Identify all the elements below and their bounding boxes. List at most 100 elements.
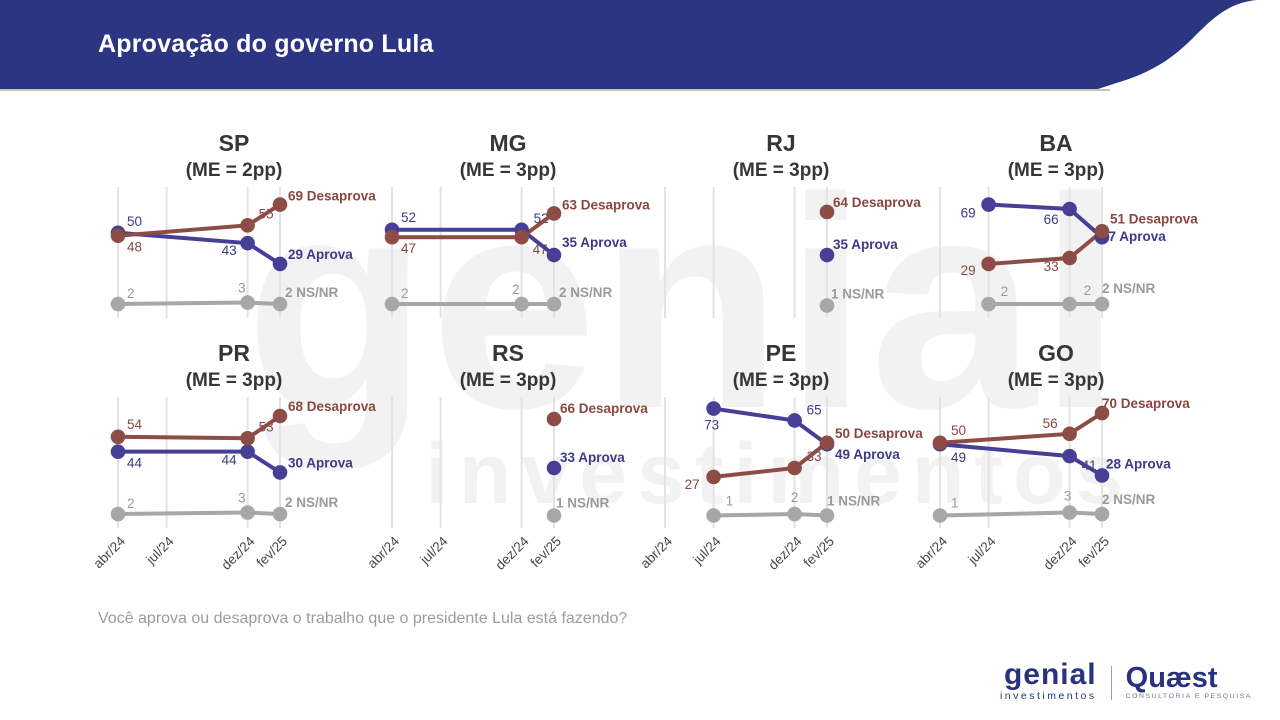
data-point <box>1062 426 1077 442</box>
data-point <box>706 401 721 416</box>
chart-me-label: (ME = 3pp) <box>460 160 557 181</box>
genial-logo-subtitle: investimentos <box>999 690 1097 702</box>
data-point <box>546 411 562 427</box>
data-point <box>1094 223 1110 239</box>
value-label: 1 NS/NR <box>556 496 610 511</box>
series-line-desaprova <box>392 211 556 240</box>
data-point <box>110 228 126 244</box>
logo-divider <box>1110 665 1112 700</box>
data-point <box>514 229 529 245</box>
header-band: Aprovação do governo Lula <box>0 0 1280 100</box>
value-label: 29 Aprova <box>288 247 353 262</box>
chart-me-label: (ME = 2pp) <box>186 160 283 181</box>
series-line-desaprova <box>117 202 282 238</box>
x-tick-label: dez/24 <box>765 533 805 573</box>
series-line-nsnr <box>713 512 828 518</box>
chart-me-label: (ME = 3pp) <box>460 370 557 391</box>
data-point <box>546 206 562 221</box>
value-label: 33 <box>807 449 822 464</box>
value-label: 47 Aprova <box>1101 229 1166 244</box>
value-label: 3 <box>238 491 246 506</box>
chart-PE: PE (ME = 3pp) abr/24 jul/24 dez/24 fev/25 1 2 1 … <box>625 330 925 610</box>
value-label: 49 Aprova <box>835 447 900 462</box>
data-point <box>1094 468 1110 483</box>
chart-SP: SP (ME = 2pp) 2 3 2 NS/NR 50 43 29 Aprova 48 55 69… <box>78 120 378 340</box>
x-tick-label: jul/24 <box>143 533 177 567</box>
x-tick-label: fev/25 <box>254 534 291 571</box>
data-point <box>787 506 802 522</box>
x-tick-label: fev/25 <box>801 534 838 571</box>
data-point <box>981 296 996 312</box>
data-point <box>819 298 835 313</box>
data-point <box>240 430 255 446</box>
x-tick-label: abr/24 <box>912 533 950 571</box>
x-tick-label: abr/24 <box>364 533 402 571</box>
value-label: 2 <box>127 286 135 301</box>
value-label: 2 <box>512 282 520 297</box>
data-point <box>110 444 126 459</box>
chart-me-label: (ME = 3pp) <box>1008 160 1105 181</box>
header-wave-shape <box>0 0 1256 91</box>
value-label: 68 Desaprova <box>288 399 376 414</box>
data-point <box>110 506 126 522</box>
data-point <box>546 247 562 263</box>
value-label: 2 <box>1084 283 1092 298</box>
chart-MG: MG (ME = 3pp) 2 2 2 NS/NR 52 52 35 Aprova 47 47 63… <box>352 120 652 340</box>
data-point <box>546 296 562 312</box>
value-label: 50 Desaprova <box>835 426 923 441</box>
value-label: 56 <box>1043 416 1058 431</box>
chart-state-title: BA <box>1039 130 1072 156</box>
value-label: 43 <box>222 243 237 258</box>
watermark-investimentos: investimentos <box>425 426 1134 522</box>
data-point <box>272 506 288 522</box>
value-label: 35 Aprova <box>562 235 627 250</box>
chart-me-label: (ME = 3pp) <box>733 160 830 181</box>
value-label: 64 Desaprova <box>833 195 921 210</box>
data-point <box>1094 405 1110 421</box>
quaest-logo-subtitle: CONSULTORIA E PESQUISA <box>1125 692 1252 700</box>
value-label: 2 <box>127 496 135 511</box>
value-label: 35 Aprova <box>833 237 898 252</box>
page-title: Aprovação do governo Lula <box>98 30 434 58</box>
data-point <box>819 247 835 263</box>
data-point <box>240 295 255 310</box>
chart-me-label: (ME = 3pp) <box>733 370 830 391</box>
x-tick-label: fev/25 <box>1076 534 1113 571</box>
value-label: 66 <box>1044 212 1059 227</box>
value-label: 63 Desaprova <box>562 197 650 212</box>
series-line-nsnr <box>117 300 281 307</box>
x-tick-label: abr/24 <box>637 533 675 571</box>
data-point <box>240 444 255 459</box>
value-label: 2 <box>401 286 409 301</box>
value-label: 29 <box>961 263 976 278</box>
data-point <box>272 256 288 272</box>
x-tick-label: dez/24 <box>1040 533 1080 573</box>
value-label: 50 <box>951 423 966 438</box>
data-point <box>981 256 996 272</box>
series-line-nsnr <box>117 510 281 517</box>
x-tick-label: jul/24 <box>690 533 724 567</box>
chart-state-title: PR <box>218 340 250 366</box>
data-point <box>546 460 562 476</box>
survey-question: Você aprova ou desaprova o trabalho que … <box>98 610 628 627</box>
chart-state-title: GO <box>1038 340 1074 366</box>
value-label: 54 <box>127 417 143 432</box>
value-label: 66 Desaprova <box>560 401 648 416</box>
data-point <box>787 460 802 476</box>
chart-RJ: RJ (ME = 3pp) 1 NS/NR 35 Aprova 64 Desaprova <box>625 120 925 340</box>
chart-me-label: (ME = 3pp) <box>1008 370 1105 391</box>
data-point <box>819 204 835 220</box>
value-label: 33 <box>1044 259 1059 274</box>
value-label: 1 <box>951 496 959 511</box>
data-point <box>384 296 400 312</box>
value-label: 44 <box>222 453 238 468</box>
data-point <box>1062 448 1077 464</box>
value-label: 2 NS/NR <box>285 285 339 300</box>
value-label: 52 <box>401 210 416 225</box>
series-line-desaprova <box>988 229 1104 266</box>
x-tick-label: jul/24 <box>417 533 451 567</box>
x-tick-label: fev/25 <box>528 534 565 571</box>
value-label: 48 <box>127 240 142 255</box>
data-point <box>384 229 400 245</box>
